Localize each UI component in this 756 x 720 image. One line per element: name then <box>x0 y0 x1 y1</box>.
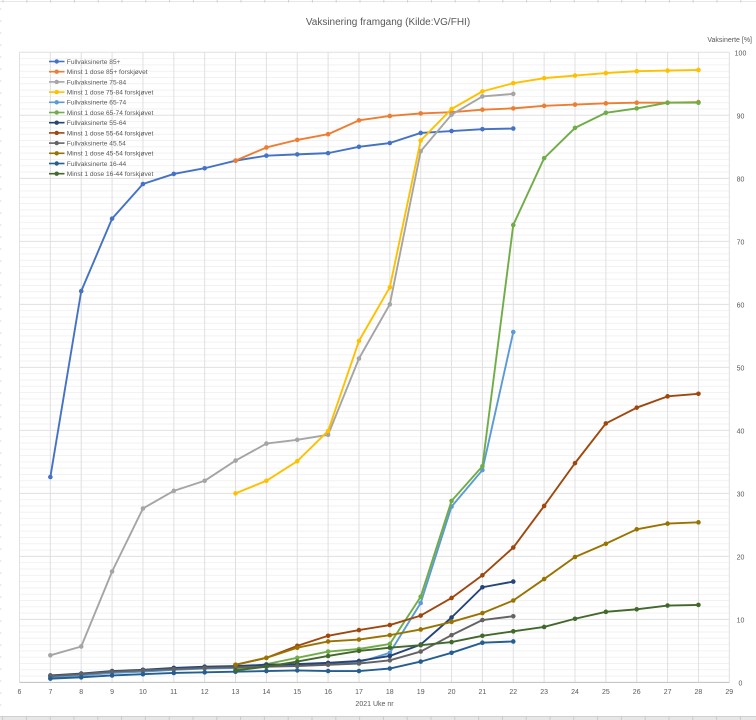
svg-text:29: 29 <box>725 689 733 696</box>
svg-text:Fullvaksinerte 45.54: Fullvaksinerte 45.54 <box>67 141 126 148</box>
svg-text:Minst 1 dose 65-74 forskjøvet: Minst 1 dose 65-74 forskjøvet <box>67 110 154 117</box>
svg-text:24: 24 <box>571 689 579 696</box>
svg-text:70: 70 <box>737 239 745 246</box>
svg-text:10: 10 <box>737 617 745 624</box>
svg-text:18: 18 <box>386 689 394 696</box>
svg-text:Fullvaksinerte 85+: Fullvaksinerte 85+ <box>67 59 121 66</box>
svg-text:17: 17 <box>355 689 363 696</box>
svg-text:Minst 1 dose 16-44 forskjøvet: Minst 1 dose 16-44 forskjøvet <box>67 171 154 178</box>
svg-text:8: 8 <box>79 689 83 696</box>
svg-text:6: 6 <box>18 689 22 696</box>
svg-text:60: 60 <box>737 302 745 309</box>
svg-text:100: 100 <box>735 50 747 57</box>
svg-text:15: 15 <box>293 689 301 696</box>
svg-text:50: 50 <box>737 365 745 372</box>
svg-text:12: 12 <box>201 689 209 696</box>
svg-text:Minst 1 dose 85+ forskjøvet: Minst 1 dose 85+ forskjøvet <box>67 69 148 76</box>
svg-text:13: 13 <box>232 689 240 696</box>
svg-text:27: 27 <box>664 689 672 696</box>
svg-text:16: 16 <box>324 689 332 696</box>
svg-text:10: 10 <box>139 689 147 696</box>
svg-text:22: 22 <box>509 689 517 696</box>
svg-text:Minst 1 dose 45-54 forskjøvet: Minst 1 dose 45-54 forskjøvet <box>67 151 154 158</box>
svg-text:Minst 1 dose 55-64 forskjøvet: Minst 1 dose 55-64 forskjøvet <box>67 130 154 137</box>
svg-text:30: 30 <box>737 491 745 498</box>
svg-text:9: 9 <box>110 689 114 696</box>
svg-text:28: 28 <box>695 689 703 696</box>
svg-text:Minst 1 dose 75-84 forskjøvet: Minst 1 dose 75-84 forskjøvet <box>67 90 154 97</box>
svg-text:20: 20 <box>448 689 456 696</box>
svg-text:Vaksinering framgang (Kilde:VG: Vaksinering framgang (Kilde:VG/FHI) <box>306 17 470 28</box>
svg-text:25: 25 <box>602 689 610 696</box>
svg-text:26: 26 <box>633 689 641 696</box>
svg-text:11: 11 <box>170 689 177 696</box>
svg-text:14: 14 <box>263 689 271 696</box>
svg-text:90: 90 <box>737 113 745 120</box>
svg-text:Fullvaksinerte 65-74: Fullvaksinerte 65-74 <box>67 100 127 107</box>
svg-text:Vaksinerte [%]: Vaksinerte [%] <box>707 37 752 44</box>
svg-text:20: 20 <box>737 554 745 561</box>
svg-text:2021 Uke nr: 2021 Uke nr <box>355 701 394 708</box>
svg-text:23: 23 <box>540 689 548 696</box>
svg-text:21: 21 <box>479 689 487 696</box>
svg-text:7: 7 <box>48 689 52 696</box>
svg-text:Fullvaksinerte 16-44: Fullvaksinerte 16-44 <box>67 161 127 168</box>
svg-text:80: 80 <box>737 176 745 183</box>
svg-text:Fullvaksinerte 55-64: Fullvaksinerte 55-64 <box>67 120 127 127</box>
svg-text:40: 40 <box>737 428 745 435</box>
svg-text:0: 0 <box>739 680 743 687</box>
svg-text:Fullvaksinerte 75-84: Fullvaksinerte 75-84 <box>67 79 127 86</box>
svg-text:19: 19 <box>417 689 425 696</box>
